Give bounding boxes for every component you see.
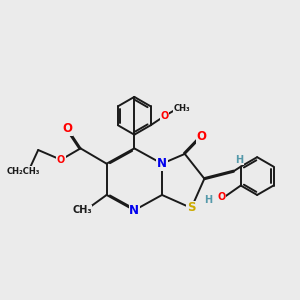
- Text: O: O: [196, 130, 206, 143]
- Text: H: H: [204, 195, 212, 205]
- Text: O: O: [57, 155, 65, 165]
- Text: O: O: [160, 111, 169, 121]
- Text: O: O: [217, 192, 225, 202]
- Text: O: O: [62, 122, 73, 135]
- Text: CH₂CH₃: CH₂CH₃: [7, 167, 40, 176]
- Text: S: S: [187, 202, 196, 214]
- Text: CH₃: CH₃: [72, 205, 92, 215]
- Text: N: N: [157, 157, 167, 170]
- Text: N: N: [129, 204, 139, 217]
- Text: H: H: [236, 155, 244, 165]
- Text: CH₃: CH₃: [173, 104, 190, 113]
